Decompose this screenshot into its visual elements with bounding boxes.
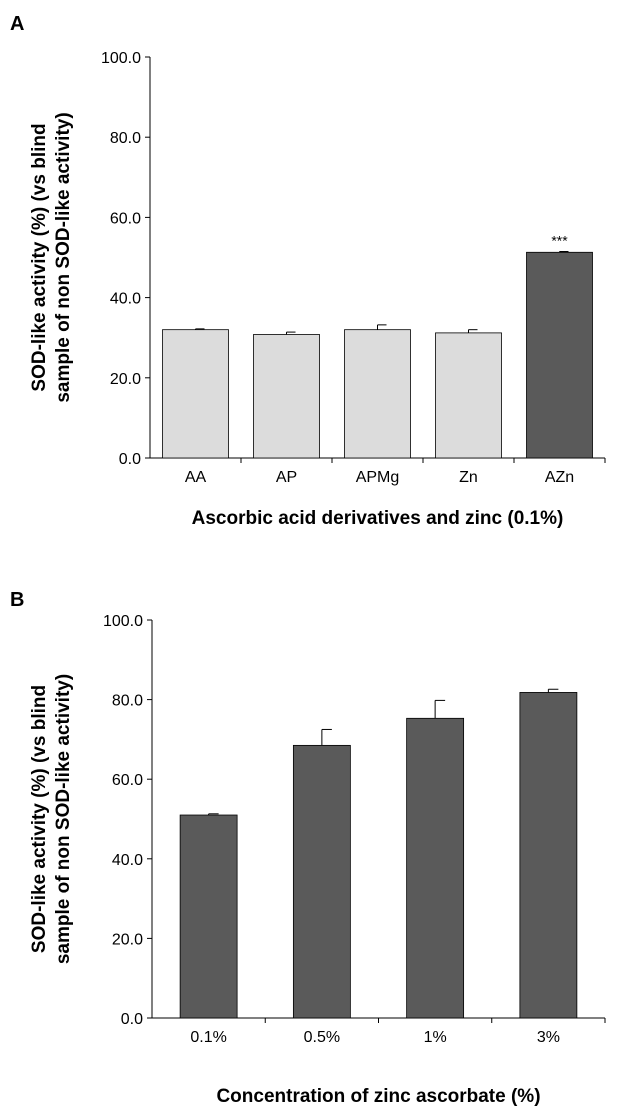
significance-annotation: *** [551,232,568,248]
bar [406,717,465,1019]
bar-chart-a: A 0.0 20.0 40.0 60.0 80.0 100.0 AA AP APMg Zn AZn *… [10,13,606,529]
bar [519,692,578,1019]
y-tick-label: 0.0 [121,1011,143,1028]
bar [253,334,320,459]
x-tick-label: AA [185,469,207,486]
y-tick-label: 80.0 [110,130,141,147]
x-tick-label: 3% [537,1029,560,1046]
y-tick-label: 60.0 [110,210,141,227]
panel-letter-a: A [10,13,24,35]
figure-panel-b: B 0.0 20.0 40.0 60.0 80.0 100.0 0.1% 0.5% 1% 3% SO… [0,580,623,1119]
bar [526,251,593,459]
y-tick-label: 80.0 [112,693,143,710]
x-axis-label: Concentration of zinc ascorbate (%) [216,1086,540,1107]
y-tick-label: 100.0 [101,50,141,67]
figure-panel-a: A 0.0 20.0 40.0 60.0 80.0 100.0 AA AP APMg Zn AZn *… [10,13,606,529]
y-tick-label: 100.0 [103,613,143,630]
y-axis-label: sample of non SOD-like activity) [53,674,74,964]
x-tick-label: 1% [424,1029,447,1046]
bar-chart-b: B 0.0 20.0 40.0 60.0 80.0 100.0 0.1% 0.5% 1% 3% SO… [10,589,606,1107]
x-tick-label: Zn [459,469,478,486]
y-tick-label: 20.0 [112,931,143,948]
x-axis-label: Ascorbic acid derivatives and zinc (0.1%… [192,508,564,529]
panel-letter-b: B [10,589,24,611]
y-axis-label: SOD-like activity (%) (vs blind [29,685,50,953]
x-tick-label: 0.1% [190,1029,226,1046]
bar [344,329,411,459]
bar [179,814,238,1019]
y-tick-label: 20.0 [110,371,141,388]
y-tick-label: 40.0 [110,291,141,308]
y-axis-label: SOD-like activity (%) (vs blind [29,123,50,391]
x-tick-label: 0.5% [304,1029,340,1046]
y-tick-label: 0.0 [119,451,141,468]
y-axis-label: sample of non SOD-like activity) [53,112,74,402]
bar [162,329,229,459]
y-tick-label: 40.0 [112,852,143,869]
x-tick-label: APMg [356,469,400,486]
y-tick-label: 60.0 [112,772,143,789]
bar [292,744,351,1019]
bar [435,332,502,459]
x-tick-label: AP [276,469,297,486]
x-tick-label: AZn [545,469,574,486]
